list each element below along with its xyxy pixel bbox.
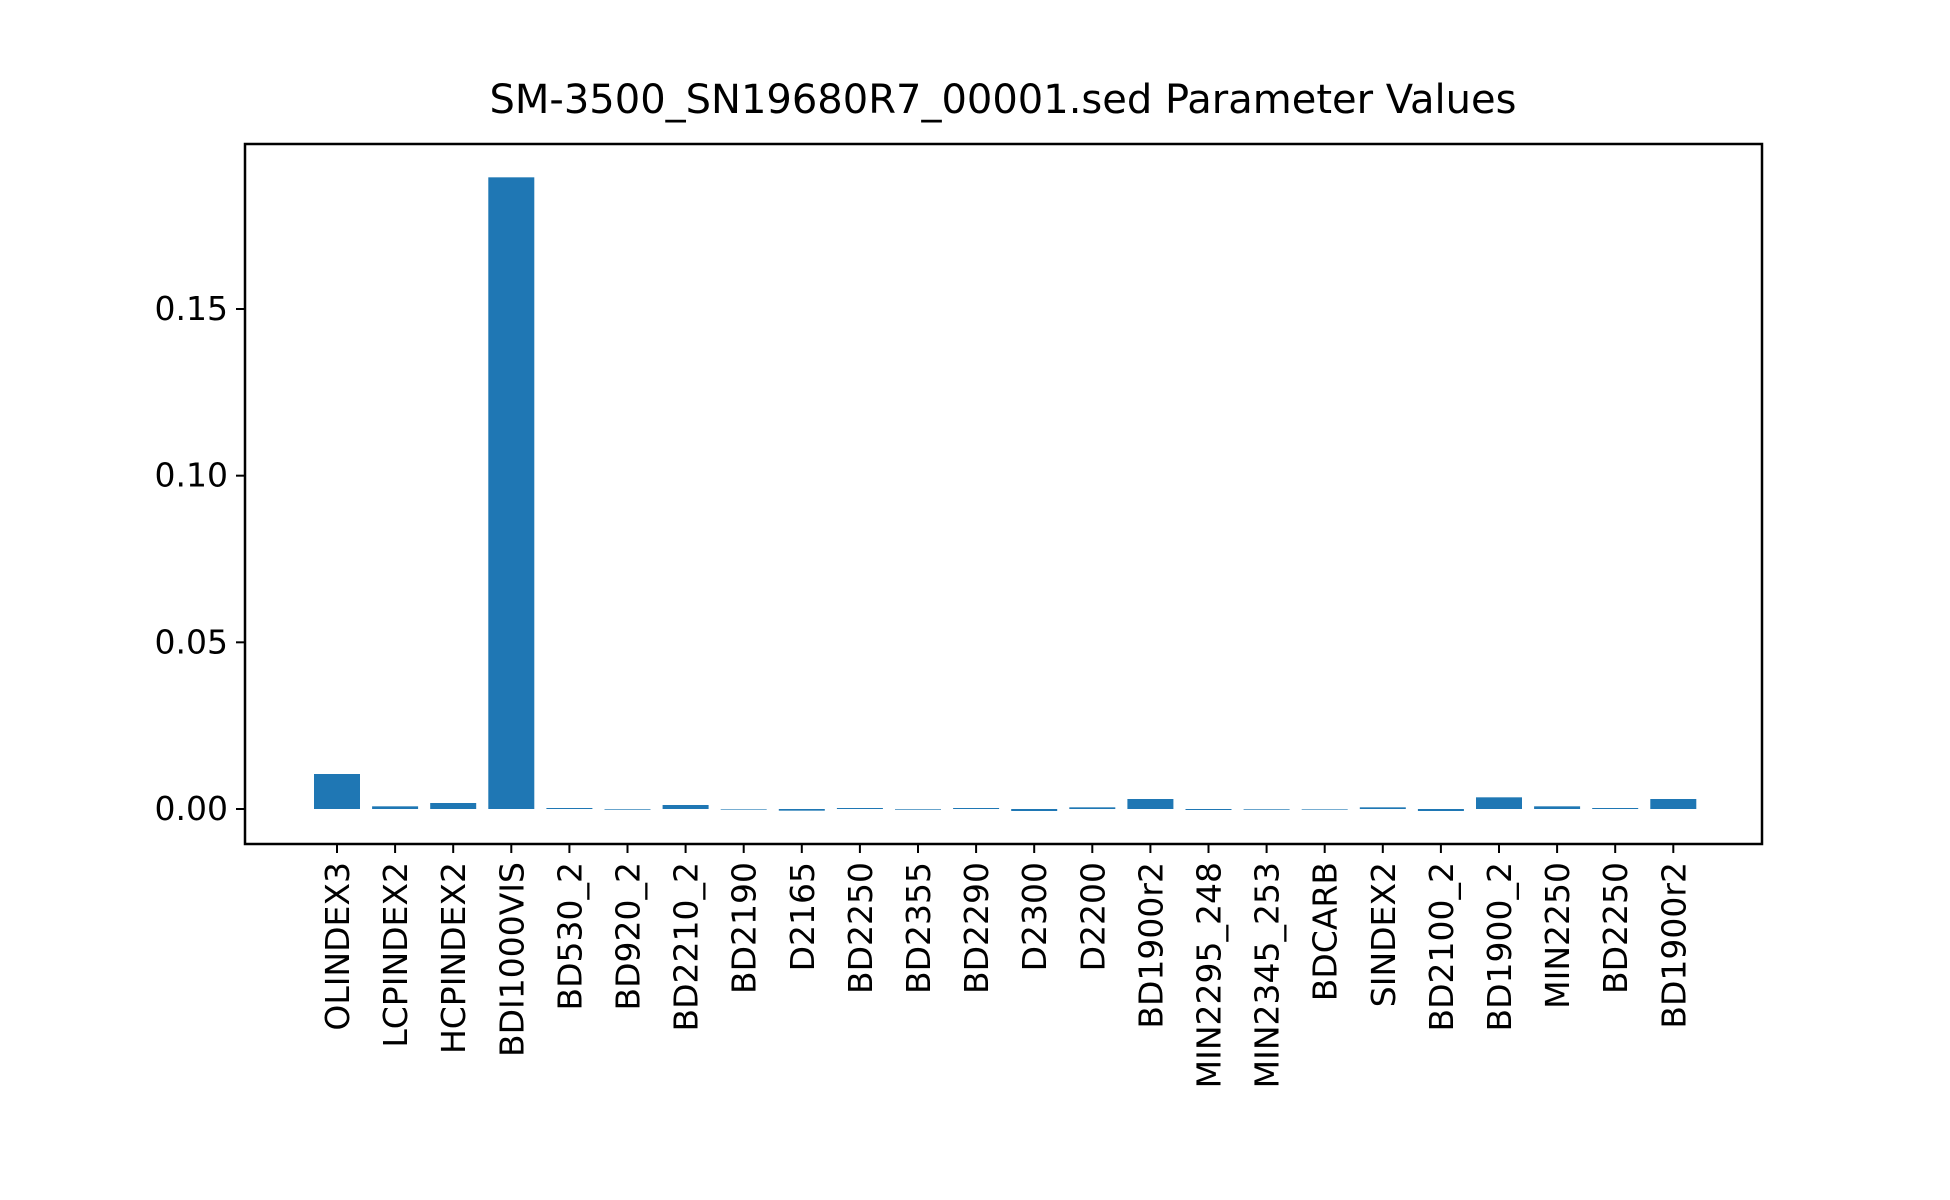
bar-min2250 <box>1534 806 1581 809</box>
x-tick-label: MIN2345_253 <box>1248 862 1287 1088</box>
x-tick-label: D2200 <box>1073 862 1112 971</box>
bar-bd2250 <box>836 808 883 809</box>
y-tick-label: 0.05 <box>155 622 228 661</box>
x-tick-label: OLINDEX3 <box>318 862 357 1031</box>
bar-d2165 <box>778 809 825 811</box>
bar-d2300 <box>1011 809 1058 811</box>
bar-bd2100_2 <box>1417 809 1464 811</box>
bar-d2200 <box>1069 807 1116 809</box>
y-tick-label: 0.00 <box>155 789 228 828</box>
plot-frame <box>243 142 1764 846</box>
bar-bdi1000vis <box>488 177 535 809</box>
bar-lcpindex2 <box>372 806 419 809</box>
bar-bd1900r2 <box>1127 799 1174 809</box>
x-tick-label: LCPINDEX2 <box>376 862 415 1048</box>
x-tick-label: MIN2250 <box>1538 862 1577 1009</box>
bar-bd1900_2 <box>1476 797 1522 809</box>
x-tick-label: BD1900r2 <box>1654 862 1693 1029</box>
x-tick-label: BDCARB <box>1306 862 1345 1001</box>
x-tick-label: MIN2295_248 <box>1190 862 1229 1088</box>
x-axis: OLINDEX3 LCPINDEX2 HCPINDEX2 BDI1000VIS BD53… <box>318 844 1693 1088</box>
bar-bd530_2 <box>546 808 593 809</box>
bar-bd2190 <box>720 809 767 810</box>
x-tick-label: BD2250 <box>1596 862 1635 994</box>
y-tick-label: 0.10 <box>155 456 228 495</box>
x-tick-label: BD2100_2 <box>1422 862 1461 1032</box>
bar-min2295_248 <box>1185 809 1232 810</box>
x-tick-label: BD2355 <box>899 862 938 994</box>
x-tick-label: BD530_2 <box>550 862 589 1011</box>
bar-bd2290 <box>953 808 1000 809</box>
bar-bdcarb <box>1301 809 1348 810</box>
bar-bd1900r2 <box>1650 799 1697 809</box>
bar-bd920_2 <box>604 809 651 810</box>
bar-olindex3 <box>314 774 360 809</box>
chart-title: SM-3500_SN19680R7_00001.sed Parameter Va… <box>490 77 1517 123</box>
x-tick-label: D2300 <box>1015 862 1054 971</box>
bar-sindex2 <box>1359 807 1406 809</box>
x-tick-label: BDI1000VIS <box>492 862 531 1057</box>
x-tick-label: BD2190 <box>725 862 764 994</box>
bar-bd2210_2 <box>662 805 709 809</box>
bar-bd2250 <box>1592 808 1639 809</box>
x-tick-label: BD2210_2 <box>667 862 706 1032</box>
y-axis: 0.00 0.05 0.10 0.15 <box>155 289 245 828</box>
bar-min2345_253 <box>1243 809 1290 810</box>
x-tick-label: SINDEX2 <box>1364 862 1403 1007</box>
x-tick-label: HCPINDEX2 <box>434 862 473 1054</box>
y-tick-label: 0.15 <box>155 289 228 328</box>
x-tick-label: BD2250 <box>841 862 880 994</box>
bars-group <box>314 177 1697 811</box>
bar-bd2355 <box>895 809 941 810</box>
x-tick-label: D2165 <box>783 862 822 971</box>
x-tick-label: BD1900r2 <box>1131 862 1170 1029</box>
x-tick-label: BD2290 <box>957 862 996 994</box>
bar-hcpindex2 <box>430 803 477 809</box>
x-tick-label: BD1900_2 <box>1480 862 1519 1032</box>
x-tick-label: BD920_2 <box>609 862 648 1011</box>
